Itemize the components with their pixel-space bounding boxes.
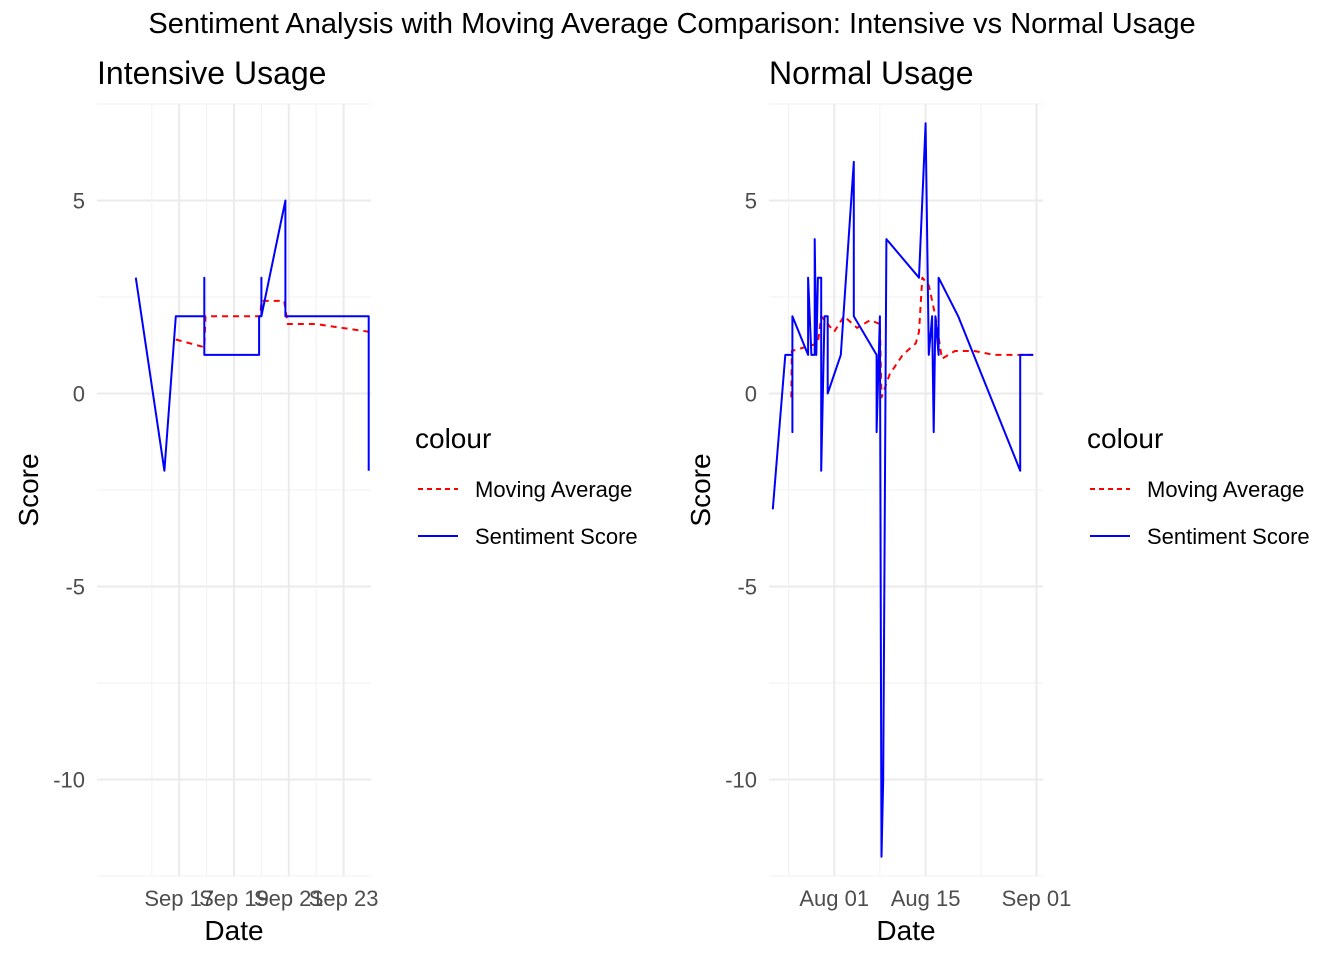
y-tick-label: 5 <box>745 189 757 214</box>
x-tick-label: Aug 15 <box>891 886 961 911</box>
x-tick-labels: Aug 01 Aug 15 Sep 01 <box>799 886 1071 911</box>
x-axis-label: Date <box>876 915 935 946</box>
series-group <box>771 122 1034 858</box>
y-tick-labels: 5 0 -5 -10 <box>53 189 85 793</box>
x-tick-label: Sep 23 <box>309 886 379 911</box>
y-tick-labels: 5 0 -5 -10 <box>725 189 757 793</box>
legend-title: colour <box>415 423 491 454</box>
y-tick-label: -5 <box>737 575 757 600</box>
x-tick-label: Aug 01 <box>799 886 869 911</box>
y-axis-label: Score <box>13 453 44 526</box>
x-axis-label: Date <box>204 915 263 946</box>
panel-title: Intensive Usage <box>97 55 326 91</box>
y-tick-label: 0 <box>745 382 757 407</box>
x-tick-label: Sep 19 <box>199 886 269 911</box>
y-tick-label: -5 <box>65 575 85 600</box>
y-tick-label: -10 <box>53 768 85 793</box>
legend-title: colour <box>1087 423 1163 454</box>
y-tick-label: 0 <box>73 382 85 407</box>
gridlines <box>769 103 1043 877</box>
panel-title: Normal Usage <box>769 55 974 91</box>
legend: colour Moving Average Sentiment Score <box>415 423 638 549</box>
panel-normal-usage: Normal Usage 50-5-10 Aug 01 Aug 15 Sep 01 … <box>685 55 1310 946</box>
y-tick-label: -10 <box>725 768 757 793</box>
x-tick-label: Sep 21 <box>254 886 324 911</box>
x-tick-label: Sep 01 <box>1002 886 1072 911</box>
y-axis-label: Score <box>685 453 716 526</box>
legend-label-moving-average: Moving Average <box>475 477 632 502</box>
series-group <box>134 199 370 472</box>
series-line-sentiment-score <box>771 122 1034 858</box>
legend-label-sentiment-score: Sentiment Score <box>475 524 638 549</box>
x-tick-label: Sep 17 <box>144 886 214 911</box>
gridlines <box>97 103 371 877</box>
y-tick-label: 5 <box>73 189 85 214</box>
figure-title: Sentiment Analysis with Moving Average C… <box>148 8 1195 40</box>
series-line-sentiment-score <box>134 199 370 472</box>
legend-label-sentiment-score: Sentiment Score <box>1147 524 1310 549</box>
legend: colour Moving Average Sentiment Score <box>1087 423 1310 549</box>
legend-label-moving-average: Moving Average <box>1147 477 1304 502</box>
